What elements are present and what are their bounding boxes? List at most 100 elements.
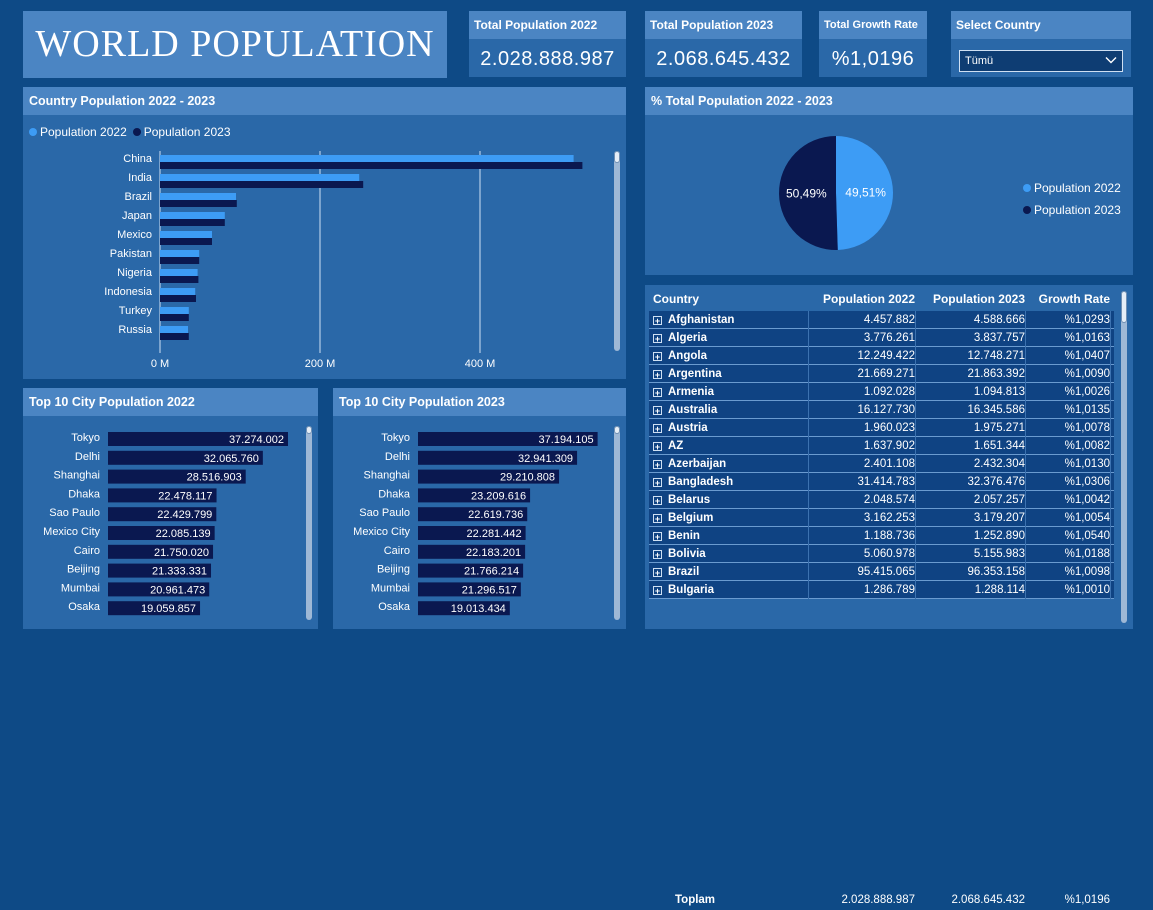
city-bar[interactable] <box>418 488 531 503</box>
table-row[interactable]: + Algeria 3.776.261 3.837.757 %1,0163 <box>649 329 1114 347</box>
expand-icon[interactable]: + <box>653 334 662 344</box>
table-row[interactable]: + Bulgaria 1.286.789 1.288.114 %1,0010 <box>649 581 1114 599</box>
country-dropdown[interactable]: Tümü <box>959 50 1123 72</box>
expand-icon[interactable]: + <box>653 460 662 470</box>
country-name: Bulgaria <box>668 584 715 596</box>
country-name: Brazil <box>668 566 700 578</box>
legend-item-2022: Population 2022 <box>1023 177 1121 199</box>
city-bar[interactable] <box>418 469 560 484</box>
city-bar[interactable] <box>108 488 217 503</box>
legend-label: Population 2022 <box>1034 181 1121 195</box>
expand-icon[interactable]: + <box>653 532 662 542</box>
column-header-pop-2023[interactable]: Population 2023 <box>932 292 1025 306</box>
bar-pop-2022[interactable] <box>160 174 360 181</box>
expand-icon[interactable]: + <box>653 370 662 380</box>
kpi-label: Total Population 2022 <box>469 11 626 39</box>
table-row[interactable]: + Australia 16.127.730 16.345.586 %1,0135 <box>649 401 1114 419</box>
cell-pop-2022: 3.162.253 <box>811 509 916 527</box>
bar-data-label: 22.478.117 <box>158 490 212 502</box>
city-bar[interactable] <box>108 544 214 559</box>
expand-icon[interactable]: + <box>653 478 662 488</box>
bar-data-label: 21.333.331 <box>152 566 207 578</box>
table-row[interactable]: + Belgium 3.162.253 3.179.207 %1,0054 <box>649 509 1114 527</box>
city-bar[interactable] <box>108 432 288 446</box>
city-bar[interactable] <box>108 526 215 540</box>
bar-pop-2022[interactable] <box>160 250 200 257</box>
expand-icon[interactable]: + <box>653 388 662 398</box>
table-row[interactable]: + Belarus 2.048.574 2.057.257 %1,0042 <box>649 491 1114 509</box>
city-bar[interactable] <box>418 450 578 465</box>
table-row[interactable]: + Armenia 1.092.028 1.094.813 %1,0026 <box>649 383 1114 401</box>
cell-pop-2023: 3.837.757 <box>919 329 1026 347</box>
chart-scrollbar[interactable] <box>614 426 620 620</box>
column-header-pop-2022[interactable]: Population 2022 <box>822 292 915 306</box>
bar-pop-2022[interactable] <box>160 307 189 314</box>
table-row[interactable]: + Azerbaijan 2.401.108 2.432.304 %1,0130 <box>649 455 1114 473</box>
bar-pop-2023[interactable] <box>160 314 189 321</box>
bar-pop-2023[interactable] <box>160 238 212 245</box>
city-bar[interactable] <box>418 601 510 616</box>
scrollbar-thumb[interactable] <box>306 426 312 434</box>
table-row[interactable]: + Austria 1.960.023 1.975.271 %1,0078 <box>649 419 1114 437</box>
country-name: Armenia <box>668 386 715 398</box>
cell-country: + Azerbaijan <box>649 455 809 473</box>
column-header-country[interactable]: Country <box>653 292 699 306</box>
chart-scrollbar[interactable] <box>614 151 620 351</box>
pie-slice-2022[interactable] <box>836 136 893 250</box>
bar-pop-2022[interactable] <box>160 193 236 200</box>
table-scrollbar[interactable] <box>1121 291 1127 623</box>
scrollbar-thumb[interactable] <box>1121 291 1127 323</box>
city-bar[interactable] <box>108 601 201 616</box>
expand-icon[interactable]: + <box>653 316 662 326</box>
city-bar[interactable] <box>418 526 526 540</box>
expand-icon[interactable]: + <box>653 424 662 434</box>
legend-label: Population 2022 <box>40 125 127 139</box>
bar-pop-2023[interactable] <box>160 257 200 264</box>
table-row[interactable]: + Argentina 21.669.271 21.863.392 %1,0090 <box>649 365 1114 383</box>
expand-icon[interactable]: + <box>653 352 662 362</box>
pie-slice-2023[interactable] <box>778 136 838 251</box>
city-bar[interactable] <box>108 507 217 522</box>
expand-icon[interactable]: + <box>653 496 662 506</box>
bar-pop-2022[interactable] <box>160 326 188 333</box>
city-bar[interactable] <box>108 469 246 484</box>
bar-pop-2023[interactable] <box>160 162 583 169</box>
column-header-growth-rate[interactable]: Growth Rate <box>1038 292 1110 306</box>
expand-icon[interactable]: + <box>653 406 662 416</box>
scrollbar-thumb[interactable] <box>614 151 620 163</box>
bar-pop-2023[interactable] <box>160 200 237 207</box>
table-row[interactable]: + Angola 12.249.422 12.748.271 %1,0407 <box>649 347 1114 365</box>
bar-pop-2022[interactable] <box>160 212 225 219</box>
table-row[interactable]: + AZ 1.637.902 1.651.344 %1,0082 <box>649 437 1114 455</box>
table-row[interactable]: + Benin 1.188.736 1.252.890 %1,0540 <box>649 527 1114 545</box>
bar-pop-2023[interactable] <box>160 276 199 283</box>
table-row[interactable]: + Afghanistan 4.457.882 4.588.666 %1,0293 <box>649 311 1114 329</box>
bar-pop-2023[interactable] <box>160 181 364 188</box>
bar-pop-2022[interactable] <box>160 155 574 162</box>
expand-icon[interactable]: + <box>653 568 662 578</box>
expand-icon[interactable]: + <box>653 586 662 596</box>
city-bar[interactable] <box>418 582 521 597</box>
table-row[interactable]: + Bangladesh 31.414.783 32.376.476 %1,0306 <box>649 473 1114 491</box>
expand-icon[interactable]: + <box>653 514 662 524</box>
city-bar[interactable] <box>418 432 598 446</box>
expand-icon[interactable]: + <box>653 442 662 452</box>
chart-scrollbar[interactable] <box>306 426 312 620</box>
table-row[interactable]: + Brazil 95.415.065 96.353.158 %1,0098 <box>649 563 1114 581</box>
bar-pop-2022[interactable] <box>160 269 198 276</box>
bar-pop-2023[interactable] <box>160 333 189 340</box>
city-bar[interactable] <box>108 582 210 597</box>
city-bar[interactable] <box>418 544 526 559</box>
bar-pop-2022[interactable] <box>160 288 196 295</box>
country-name: Belgium <box>668 512 714 524</box>
table-row[interactable]: + Bolivia 5.060.978 5.155.983 %1,0188 <box>649 545 1114 563</box>
expand-icon[interactable]: + <box>653 550 662 560</box>
city-bar[interactable] <box>108 450 263 465</box>
bar-pop-2023[interactable] <box>160 219 225 226</box>
bar-pop-2022[interactable] <box>160 231 212 238</box>
city-bar[interactable] <box>418 563 524 578</box>
city-bar[interactable] <box>418 507 528 522</box>
scrollbar-thumb[interactable] <box>614 426 620 434</box>
city-bar[interactable] <box>108 563 212 578</box>
bar-pop-2023[interactable] <box>160 295 196 302</box>
